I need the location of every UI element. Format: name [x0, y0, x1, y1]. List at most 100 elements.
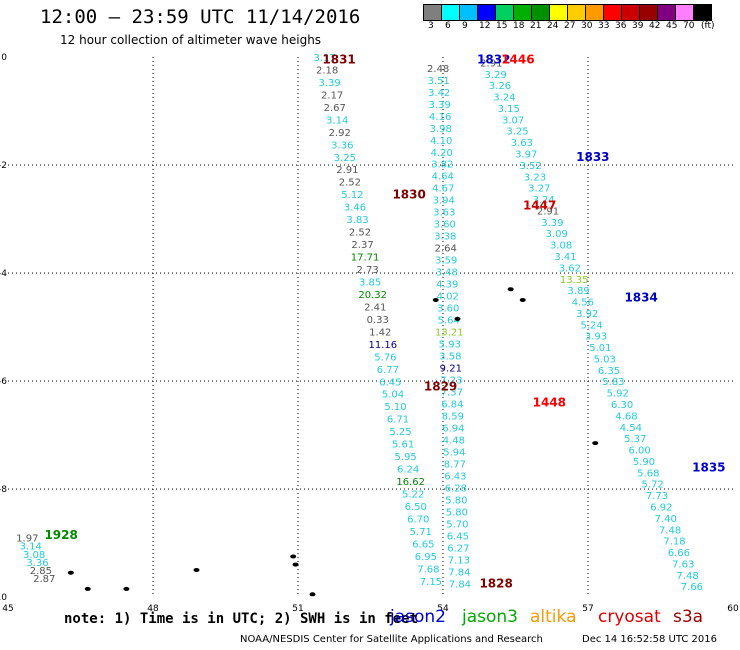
legend-label: 33	[598, 21, 610, 31]
timestamp: Dec 14 16:52:58 UTC 2016	[582, 634, 717, 645]
island-shape	[84, 586, 91, 591]
swh-value: 3.93	[585, 332, 607, 343]
lon-tick-label: 48	[147, 604, 159, 614]
swh-value: 2.41	[364, 302, 386, 313]
map-subtitle: 12 hour collection of altimeter wave hei…	[60, 33, 322, 47]
swh-value: 3.60	[434, 220, 456, 231]
legend-label: 39	[632, 21, 644, 31]
swh-value: 13.35	[560, 275, 589, 286]
legend-swatch	[693, 4, 712, 21]
swh-value: 6.84	[441, 400, 463, 411]
pass-time-label: 1834	[624, 290, 657, 304]
swh-value: 3.98	[430, 124, 452, 135]
swh-value: 7.13	[448, 556, 470, 567]
swh-value: 3.51	[428, 76, 450, 87]
legend-label: 21	[530, 21, 542, 31]
lon-tick-label: 54	[437, 604, 449, 614]
swh-value: 3.14	[20, 542, 42, 553]
swh-value: 6.43	[444, 472, 466, 483]
swh-value: 5.61	[392, 440, 414, 451]
lat-tick-label: -8	[0, 485, 7, 495]
legend-label: 9	[462, 21, 468, 31]
swh-value: 6.71	[387, 415, 409, 426]
pass-time-label: 1835	[692, 460, 725, 474]
pass-time-label: 1832	[477, 53, 510, 67]
swh-value: 7.40	[655, 514, 677, 525]
swh-value: 2.92	[329, 128, 351, 139]
swh-value: 6.45	[447, 532, 469, 543]
swh-value: 3.92	[576, 309, 598, 320]
swh-value: 3.39	[541, 218, 563, 229]
legend-label: 30	[581, 21, 593, 31]
legend-label: 18	[513, 21, 525, 31]
swh-value: 2.73	[356, 265, 378, 276]
swh-value: 3.23	[524, 172, 546, 183]
swh-value: 3.09	[546, 229, 568, 240]
swh-value: 3.24	[493, 93, 515, 104]
sat-legend-jason2: jason2	[390, 607, 446, 627]
swh-value: 3.94	[433, 196, 455, 207]
swh-value: 3.97	[515, 149, 537, 160]
swh-value: 3.07	[502, 115, 524, 126]
swh-value: 2.91	[480, 58, 502, 69]
color-legend-labels: 3 6 9 12 15 18 21 24 27 30 33 36 39 42 45 70 (ft)	[423, 21, 740, 35]
swh-value: 6.24	[397, 465, 419, 476]
swh-value: 3.39	[429, 100, 451, 111]
swh-value: 5.03	[594, 354, 616, 365]
swh-value: 7.48	[659, 525, 681, 536]
island-shape	[67, 570, 74, 575]
island-shape	[193, 568, 200, 572]
swh-value: 3.26	[489, 81, 511, 92]
lon-tick-label: 60	[727, 604, 739, 614]
swh-value: 5.72	[642, 480, 664, 491]
swh-value: 2.52	[349, 228, 371, 239]
swh-value: 8.77	[444, 460, 466, 471]
swh-value: 4.67	[432, 184, 454, 195]
sat-legend-altika: altika	[530, 607, 577, 627]
island-shape	[519, 298, 526, 302]
swh-value: 7.15	[420, 577, 442, 588]
swh-value: 6.77	[377, 365, 399, 376]
legend-label: 27	[564, 21, 576, 31]
swh-value: 5.24	[580, 320, 602, 331]
pass-time-label: 1928	[44, 528, 77, 542]
swh-value: 5.90	[633, 457, 655, 468]
swh-value: 6.92	[650, 502, 672, 513]
lat-tick-label: -2	[0, 161, 7, 171]
swh-value: 5.04	[382, 390, 404, 401]
sat-legend-jason3: jason3	[462, 607, 518, 627]
swh-value: 8.59	[442, 412, 464, 423]
swh-value: 7.18	[663, 537, 685, 548]
swh-value: 6.65	[412, 539, 434, 550]
swh-value: 3.24	[533, 195, 555, 206]
footnote: note: 1) Time is in UTC; 2) SWH is in fe…	[64, 611, 419, 627]
swh-value: 3.39	[319, 78, 341, 89]
credit-line: NOAA/NESDIS Center for Satellite Applica…	[240, 634, 543, 645]
swh-value: 7.68	[417, 564, 439, 575]
swh-value: 1.42	[369, 327, 391, 338]
swh-value: 4.56	[572, 298, 594, 309]
swh-value: 0.33	[367, 315, 389, 326]
legend-label: 3	[428, 21, 434, 31]
legend-label: 12	[479, 21, 491, 31]
swh-value: 2.17	[321, 90, 343, 101]
sat-legend-s3a: s3a	[673, 607, 704, 627]
swh-value: 3.59	[435, 256, 457, 267]
sat-legend-cryosat: cryosat	[598, 607, 661, 627]
swh-value: 3.62	[559, 263, 581, 274]
swh-value: 3.38	[434, 232, 456, 243]
swh-value: 3.17	[313, 53, 335, 64]
legend-unit: (ft)	[701, 21, 715, 31]
legend-label: 6	[445, 21, 451, 31]
swh-value: 3.25	[506, 127, 528, 138]
island-shape	[507, 287, 514, 292]
pass-time-label: 1447	[523, 199, 556, 213]
swh-value: 17.71	[351, 253, 380, 264]
swh-value: 3.58	[439, 352, 461, 363]
color-legend	[423, 4, 712, 21]
swh-value: 4.54	[620, 423, 642, 434]
swh-value: 4.39	[436, 280, 458, 291]
swh-value: 6.66	[668, 548, 690, 559]
swh-value: 5.94	[443, 448, 465, 459]
swh-value: 5.70	[446, 520, 468, 531]
